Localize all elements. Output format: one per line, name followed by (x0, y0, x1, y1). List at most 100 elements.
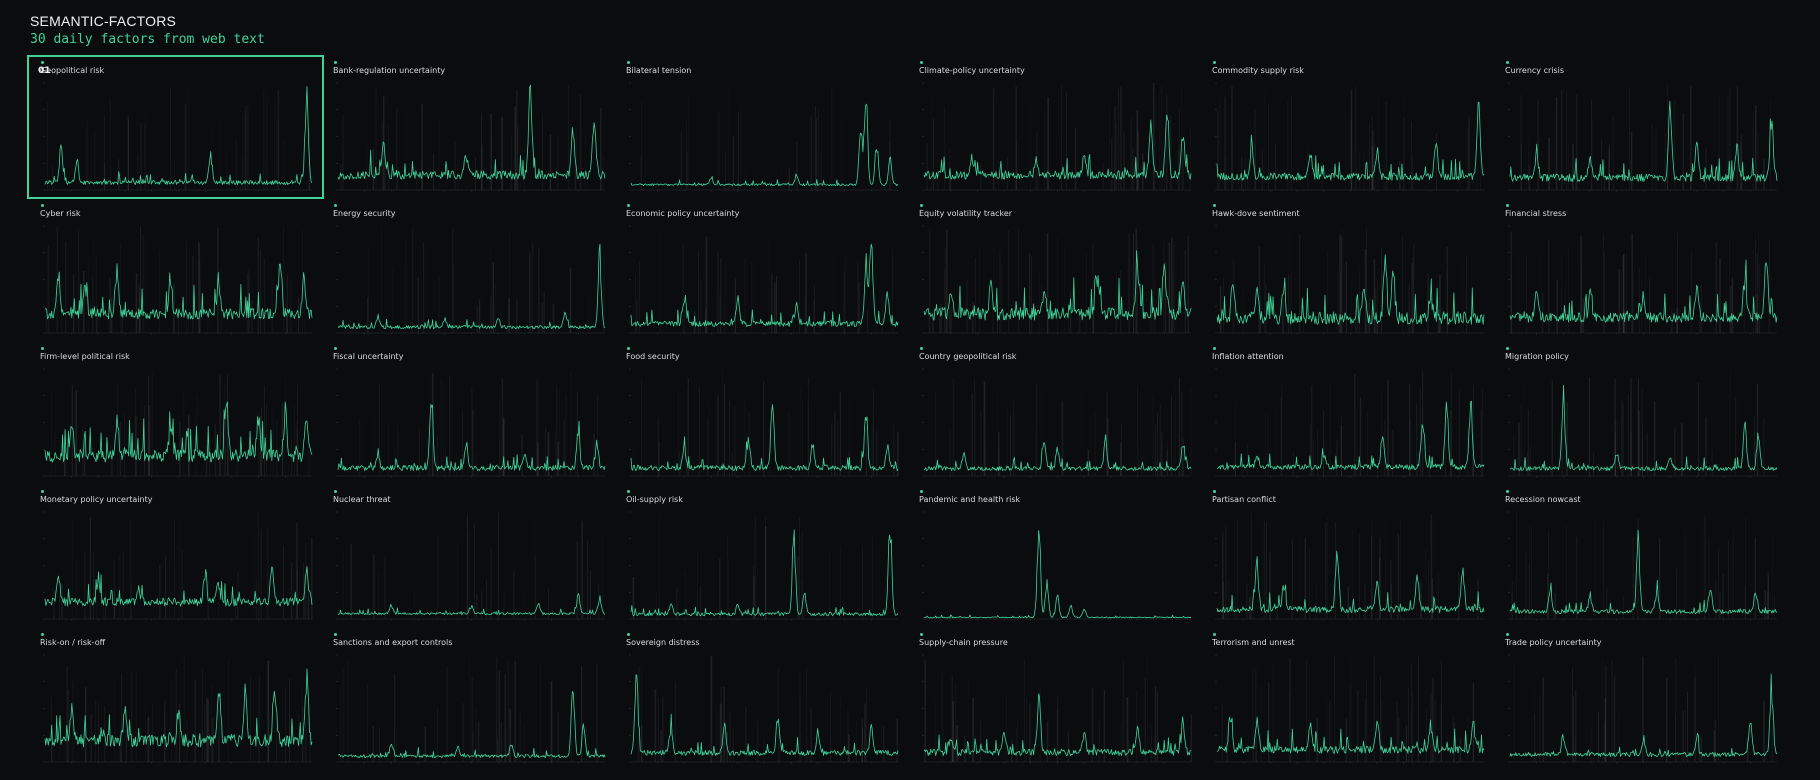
background-band (1133, 234, 1134, 333)
background-band (1288, 134, 1290, 190)
background-band (1258, 246, 1261, 333)
factor-panel[interactable]: Geopolitical risk 01 (27, 55, 324, 199)
factor-panel[interactable]: Energy security (322, 200, 615, 340)
background-band (1325, 521, 1327, 619)
background-band (1756, 735, 1758, 762)
background-band (471, 388, 473, 476)
background-band (175, 669, 177, 762)
background-band (992, 304, 994, 333)
factor-panel[interactable]: Firm-level political risk (29, 343, 322, 483)
background-band (1459, 738, 1462, 762)
background-band (1227, 580, 1229, 619)
background-band (932, 118, 935, 190)
background-band (183, 655, 186, 762)
background-band (1111, 137, 1113, 190)
background-band (847, 734, 850, 762)
factor-panel[interactable]: Climate-policy uncertainty (908, 57, 1201, 197)
background-band (1060, 134, 1062, 190)
background-band (1666, 148, 1668, 190)
factor-panel[interactable]: Financial stress (1494, 200, 1787, 340)
factor-panel[interactable]: Cyber risk (29, 200, 322, 340)
background-band (1366, 227, 1367, 333)
background-band (290, 280, 292, 333)
background-band (110, 444, 112, 476)
background-band (1622, 255, 1625, 333)
factor-panel[interactable]: Pandemic and health risk (908, 486, 1201, 626)
factor-panel[interactable]: Economic policy uncertainty (615, 200, 908, 340)
factor-panel[interactable]: Commodity supply risk (1201, 57, 1494, 197)
background-band (186, 718, 188, 762)
background-band (476, 305, 478, 333)
factor-panel[interactable]: Partisan conflict (1201, 486, 1494, 626)
background-band (1604, 723, 1606, 762)
background-band (800, 387, 801, 476)
factor-panel[interactable]: Supply-chain pressure (908, 629, 1201, 769)
background-band (1757, 132, 1759, 190)
factor-panel[interactable]: Currency crisis (1494, 57, 1787, 197)
factor-panel[interactable]: Bank-regulation uncertainty (322, 57, 615, 197)
background-band (718, 112, 720, 190)
background-band (575, 128, 577, 190)
factor-chart (922, 368, 1192, 478)
background-band (186, 240, 187, 333)
background-band (1649, 278, 1651, 333)
factor-panel[interactable]: Sovereign distress (615, 629, 908, 769)
background-band (1351, 528, 1353, 619)
factor-panel[interactable]: Sanctions and export controls (322, 629, 615, 769)
panel-title: Migration policy (1505, 352, 1569, 361)
background-band (164, 700, 166, 762)
background-band (58, 595, 60, 619)
background-band (1767, 572, 1769, 619)
factor-panel[interactable]: Recession nowcast (1494, 486, 1787, 626)
background-band (1028, 253, 1031, 333)
background-band (1477, 158, 1478, 190)
background-band (71, 384, 74, 476)
factor-panel[interactable]: Bilateral tension (615, 57, 908, 197)
background-band (687, 378, 689, 476)
factor-panel[interactable]: Hawk-dove sentiment (1201, 200, 1494, 340)
series-line (923, 114, 1192, 180)
factor-panel[interactable]: Country geopolitical risk (908, 343, 1201, 483)
background-band (640, 156, 642, 190)
panel-title: Sovereign distress (626, 638, 700, 647)
background-band (686, 152, 688, 190)
background-band (717, 252, 719, 333)
background-band (206, 697, 208, 762)
factor-panel[interactable]: Food security (615, 343, 908, 483)
status-dot-icon (334, 633, 337, 636)
background-band (384, 556, 386, 619)
background-band (941, 672, 943, 762)
background-band (1517, 256, 1519, 333)
status-dot-icon (1213, 347, 1216, 350)
background-band (1222, 703, 1223, 762)
factor-panel[interactable]: Oil-supply risk (615, 486, 908, 626)
background-band (1329, 700, 1331, 762)
background-band (775, 276, 778, 333)
status-dot-icon (334, 490, 337, 493)
background-band (1291, 540, 1293, 619)
factor-panel[interactable]: Trade policy uncertainty (1494, 629, 1787, 769)
background-band (744, 257, 746, 333)
background-band (173, 283, 175, 333)
factor-panel[interactable]: Nuclear threat (322, 486, 615, 626)
status-dot-icon (41, 61, 44, 64)
factor-panel[interactable]: Fiscal uncertainty (322, 343, 615, 483)
background-band (700, 585, 702, 619)
factor-panel[interactable]: Monetary policy uncertainty (29, 486, 322, 626)
background-band (475, 708, 477, 762)
factor-panel[interactable]: Risk-on / risk-off (29, 629, 322, 769)
factor-panel[interactable]: Inflation attention (1201, 343, 1494, 483)
background-band (1311, 385, 1313, 476)
background-band (1467, 715, 1468, 762)
factor-panel[interactable]: Terrorism and unrest (1201, 629, 1494, 769)
background-band (1397, 717, 1400, 762)
background-band (1137, 385, 1138, 476)
background-band (1171, 237, 1173, 333)
background-band (1251, 513, 1253, 619)
factor-panel[interactable]: Migration policy (1494, 343, 1787, 483)
background-band (773, 283, 776, 333)
background-band (1554, 593, 1556, 619)
background-band (1684, 528, 1686, 619)
background-band (119, 421, 121, 476)
factor-panel[interactable]: Equity volatility tracker (908, 200, 1201, 340)
